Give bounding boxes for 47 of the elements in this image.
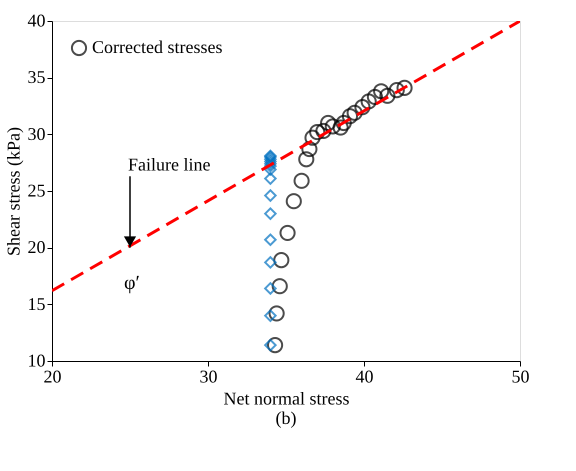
point — [273, 252, 290, 268]
x-tick-label: 50 — [512, 366, 530, 386]
point — [268, 305, 285, 322]
point — [298, 151, 314, 168]
point — [396, 80, 413, 96]
point — [264, 189, 277, 202]
point — [342, 108, 358, 124]
y-axis-title: Shear stress (kPa) — [4, 127, 24, 256]
point — [264, 256, 277, 269]
point — [320, 114, 336, 132]
annotation: Failure line — [128, 154, 210, 174]
point — [264, 207, 277, 220]
y-tick-label: 20 — [28, 237, 46, 258]
point — [264, 172, 277, 185]
point — [264, 282, 277, 295]
x-tick-label: 40 — [356, 366, 374, 386]
y-tick-label: 40 — [28, 10, 46, 30]
y-tick-label: 10 — [28, 350, 46, 370]
point — [354, 99, 371, 116]
y-tick-label: 30 — [28, 124, 46, 144]
point — [346, 104, 363, 121]
point — [379, 88, 396, 104]
point — [309, 124, 326, 140]
x-axis-title: Net normal stress — [224, 388, 350, 408]
annotation: φ′ — [124, 272, 140, 294]
point — [388, 82, 405, 98]
point — [304, 130, 321, 146]
point — [286, 193, 302, 210]
point — [373, 83, 390, 100]
point — [315, 122, 332, 139]
point — [336, 114, 352, 132]
point — [332, 119, 349, 136]
point — [272, 278, 288, 294]
point — [267, 337, 284, 354]
point — [294, 172, 310, 189]
y-tick-label: 35 — [28, 67, 46, 88]
point — [301, 141, 318, 158]
point — [324, 118, 341, 134]
point — [279, 224, 296, 241]
text: (b) — [276, 408, 296, 428]
x-tick-label: 20 — [44, 366, 62, 386]
legend-label: Corrected stresses — [92, 37, 222, 57]
point — [360, 93, 377, 110]
point — [264, 233, 277, 246]
x-tick-label: 30 — [200, 366, 218, 386]
y-tick-label: 25 — [28, 180, 46, 200]
y-tick-label: 15 — [28, 294, 46, 314]
